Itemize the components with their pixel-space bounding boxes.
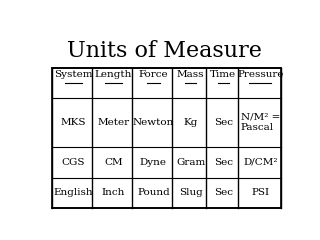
Text: System: System xyxy=(54,70,93,79)
Text: Units of Measure: Units of Measure xyxy=(67,40,261,62)
Text: N/M² =
Pascal: N/M² = Pascal xyxy=(241,113,280,132)
Text: MKS: MKS xyxy=(61,118,86,127)
Text: Kg: Kg xyxy=(183,118,198,127)
Text: Pound: Pound xyxy=(137,188,170,197)
Text: Sec: Sec xyxy=(214,118,233,127)
Text: CM: CM xyxy=(104,158,123,167)
Text: Meter: Meter xyxy=(98,118,130,127)
Text: CGS: CGS xyxy=(62,158,85,167)
Text: Length: Length xyxy=(95,70,132,79)
Text: Dyne: Dyne xyxy=(140,158,167,167)
Text: Time: Time xyxy=(210,70,236,79)
Text: PSI: PSI xyxy=(251,188,269,197)
Text: Mass: Mass xyxy=(177,70,204,79)
Text: Pressure: Pressure xyxy=(237,70,284,79)
Text: Sec: Sec xyxy=(214,158,233,167)
Text: D/CM²: D/CM² xyxy=(243,158,278,167)
Text: Newton: Newton xyxy=(133,118,174,127)
Text: Slug: Slug xyxy=(179,188,203,197)
Text: English: English xyxy=(54,188,93,197)
Text: Inch: Inch xyxy=(102,188,125,197)
Text: Gram: Gram xyxy=(176,158,205,167)
Text: Sec: Sec xyxy=(214,188,233,197)
FancyBboxPatch shape xyxy=(52,68,281,208)
Text: Force: Force xyxy=(139,70,168,79)
